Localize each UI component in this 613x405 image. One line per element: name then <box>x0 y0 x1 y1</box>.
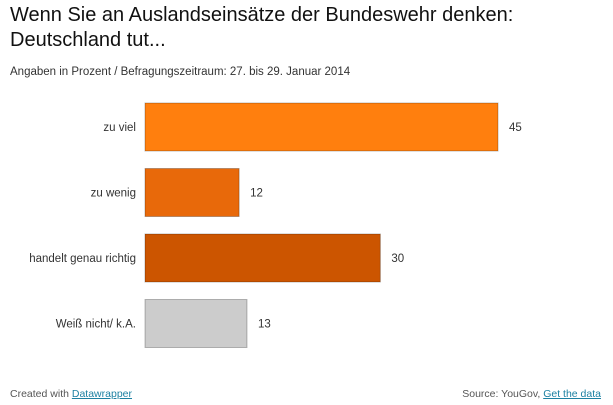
chart-title: Wenn Sie an Auslandseinsätze der Bundesw… <box>10 4 514 51</box>
bar-chart: zu viel 45 zu wenig 12 handelt genau richtig… <box>29 102 522 348</box>
bar-handelt-genau-richtig <box>144 233 381 283</box>
bar-zu-wenig <box>144 168 240 217</box>
created-with-text: Created with <box>10 388 69 400</box>
source-text: Source: YouGov, <box>462 388 541 400</box>
chart-subtitle: Angaben in Prozent / Befragungszeitraum:… <box>10 66 351 78</box>
category-label-zu-viel: zu viel <box>103 122 136 134</box>
footer-credit: Created with Datawrapper <box>10 388 132 400</box>
category-label-wei-nicht-k-a: Weiß nicht/ k.A. <box>56 319 136 331</box>
value-label-handelt-genau-richtig: 30 <box>391 253 404 265</box>
bar-wei-nicht-k-a <box>144 299 248 348</box>
value-label-wei-nicht-k-a: 13 <box>258 319 271 331</box>
get-the-data-link[interactable]: Get the data <box>543 388 601 400</box>
category-label-zu-wenig: zu wenig <box>91 188 136 200</box>
datawrapper-link[interactable]: Datawrapper <box>71 388 132 400</box>
footer-source: Source: YouGov, Get the data <box>462 388 601 400</box>
value-label-zu-wenig: 12 <box>250 188 263 200</box>
bar-zu-viel <box>144 102 499 152</box>
value-label-zu-viel: 45 <box>509 122 522 134</box>
category-label-handelt-genau-richtig: handelt genau richtig <box>29 253 136 265</box>
